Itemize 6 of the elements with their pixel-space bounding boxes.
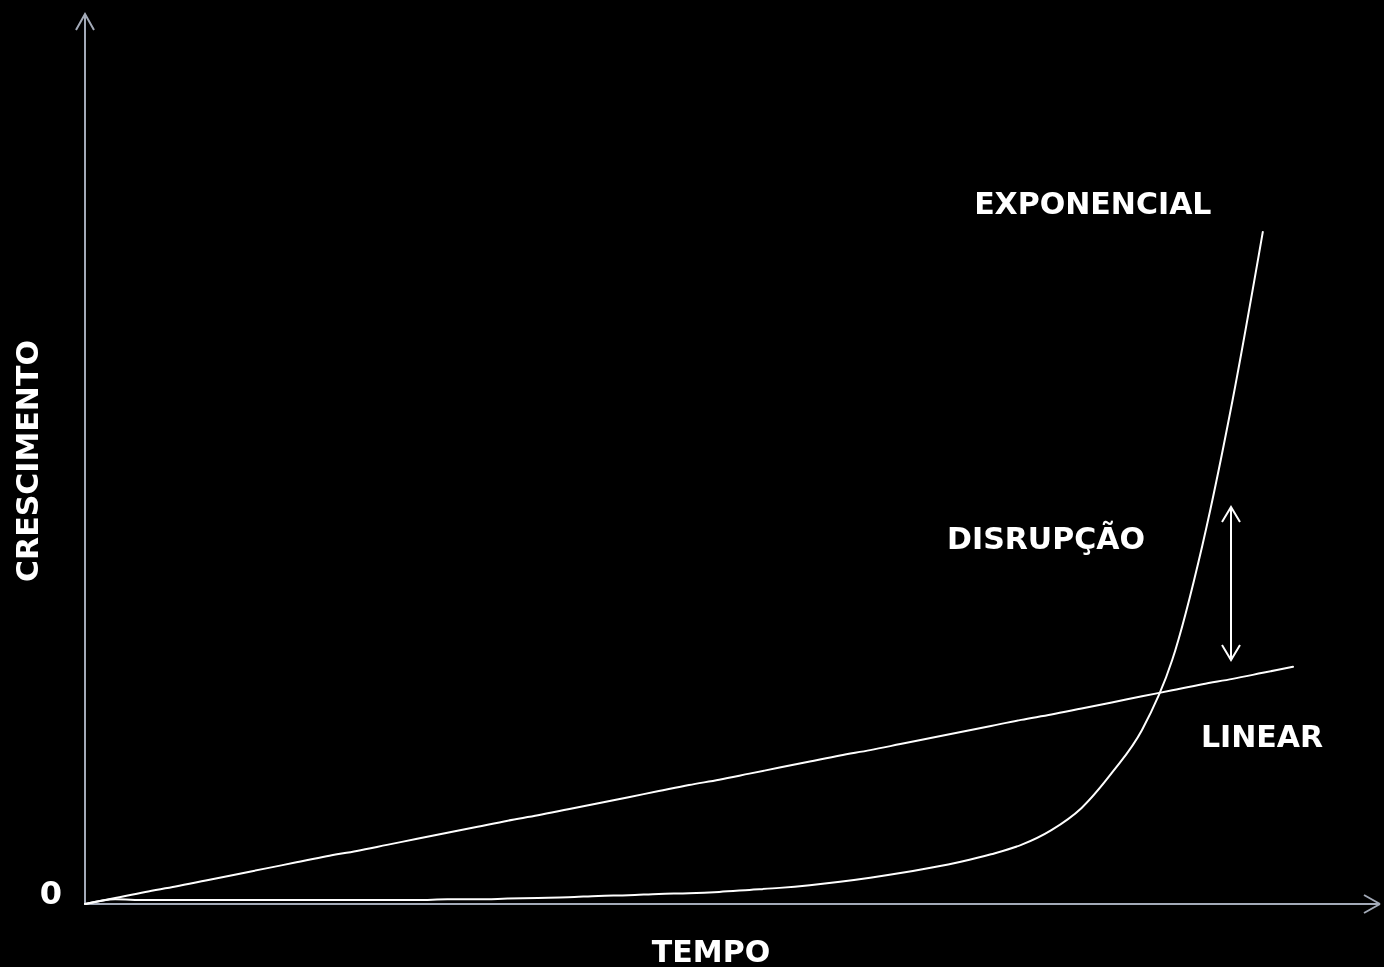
series-label: LINEAR [1200,718,1324,754]
series-label: EXPONENCIAL [974,186,1212,221]
text: 0 [39,874,63,912]
x-axis-title: TEMPO [651,934,771,967]
annotation: DISRUPÇÃO [947,520,1145,556]
y-axis-title: CRESCIMENTO [10,340,45,582]
